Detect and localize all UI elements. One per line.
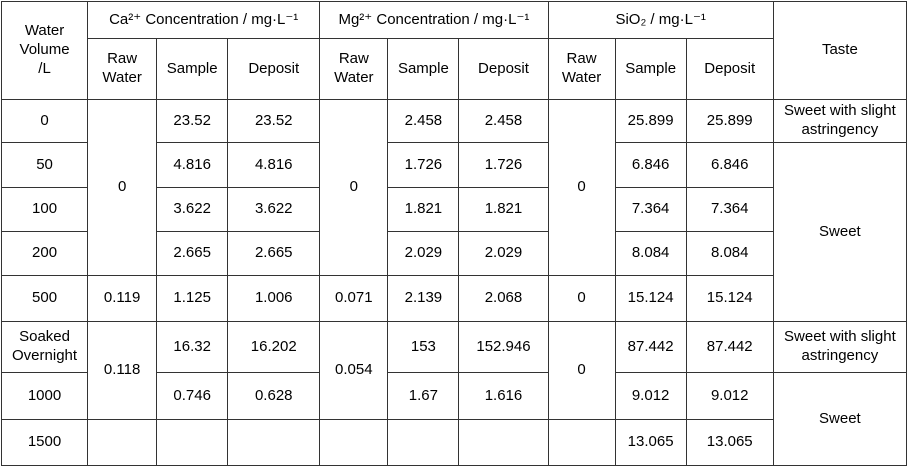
header-taste: Taste [772,1,908,100]
cell-soaked-ca-sample: 16.32 [156,321,229,373]
cell-v500-ca-deposit: 1.006 [227,275,321,322]
cell-v0-mg-deposit: 2.458 [458,99,549,143]
cell-v200-mg-deposit: 2.029 [458,231,549,276]
cell-v100-ca-deposit: 3.622 [227,187,321,232]
cell-v0-sio2-raw: 0 [547,99,616,276]
cell-v1500-sio2-sample: 13.065 [614,419,687,466]
cell-v0-mg-raw: 0 [319,99,389,276]
cell-v0-sio2-sample: 25.899 [614,99,687,143]
cell-v1000-mg-sample: 1.67 [387,372,460,420]
cell-v1000-ca-sample: 0.746 [156,372,229,420]
cell-v1500-ca-sample-empty [156,419,229,466]
cell-soaked-sio2-deposit: 87.442 [685,321,774,373]
cell-v1500-mg-raw-empty [319,419,389,466]
cell-soaked-volume: Soaked Overnight [0,321,89,373]
cell-v0-taste: Sweet with slight astringency [772,99,908,143]
cell-soaked-sio2-sample: 87.442 [614,321,687,373]
cell-v200-mg-sample: 2.029 [387,231,460,276]
cell-v1000-sio2-deposit: 9.012 [685,372,774,420]
cell-soaked-mg-deposit: 152.946 [458,321,549,373]
cell-v100-mg-sample: 1.821 [387,187,460,232]
header-mg-deposit: Deposit [458,38,549,100]
cell-v500-sio2-sample: 15.124 [614,275,687,322]
cell-v50-sio2-deposit: 6.846 [685,142,774,188]
header-mg-sample: Sample [387,38,460,100]
header-sio2-deposit: Deposit [685,38,774,100]
cell-v200-ca-deposit: 2.665 [227,231,321,276]
cell-v500-ca-sample: 1.125 [156,275,229,322]
header-ca-deposit: Deposit [227,38,321,100]
cell-v50-ca-sample: 4.816 [156,142,229,188]
cell-v200-sio2-sample: 8.084 [614,231,687,276]
header-ca-sample: Sample [156,38,229,100]
table-row: 50 4.816 4.816 1.726 1.726 6.846 6.846 S… [0,142,908,322]
cell-v100-mg-deposit: 1.821 [458,187,549,232]
cell-v50-volume: 50 [0,142,89,188]
header-mg-concentration: Mg²⁺ Concentration / mg·L⁻¹ [319,1,549,39]
cell-v0-ca-raw: 0 [87,99,158,276]
cell-v0-ca-sample: 23.52 [156,99,229,143]
table-row: 0 0 23.52 23.52 0 2.458 2.458 0 25.899 2… [0,99,908,276]
cell-soaked-mg-raw: 0.054 [319,321,389,420]
cell-v1000-volume: 1000 [0,372,89,420]
cell-v100-ca-sample: 3.622 [156,187,229,232]
cell-soaked-taste: Sweet with slight astringency [772,321,908,373]
cell-v500-ca-raw: 0.119 [87,275,158,322]
cell-v1500-mg-sample-empty [387,419,460,466]
cell-soaked-sio2-raw: 0 [547,321,616,420]
water-quality-table: Water Volume /L Ca²⁺ Concentration / mg·… [0,1,908,466]
header-sio2-raw-water: Raw Water [547,38,616,100]
cell-v0-volume: 0 [0,99,89,143]
header-ca-concentration: Ca²⁺ Concentration / mg·L⁻¹ [87,1,321,39]
table-row: 1500 13.065 13.065 [0,419,907,466]
cell-v500-sio2-deposit: 15.124 [685,275,774,322]
cell-v0-sio2-deposit: 25.899 [685,99,774,143]
header-sio2: SiO₂ / mg·L⁻¹ [547,1,774,39]
cell-soaked-mg-sample: 153 [387,321,460,373]
table-row: 500 0.119 1.125 1.006 0.071 2.139 2.068 … [0,275,907,322]
cell-v50-mg-deposit: 1.726 [458,142,549,188]
cell-v1500-ca-deposit-empty [227,419,321,466]
cell-v200-ca-sample: 2.665 [156,231,229,276]
table-row: 100 3.622 3.622 1.821 1.821 7.364 7.364 [0,187,907,232]
table-row: 1000 0.746 0.628 1.67 1.616 9.012 9.012 … [0,372,908,466]
table-row: 200 2.665 2.665 2.029 2.029 8.084 8.084 [0,231,907,276]
cell-v100-sio2-sample: 7.364 [614,187,687,232]
header-water-volume: Water Volume /L [0,1,89,100]
header-ca-raw-water: Raw Water [87,38,158,100]
table-row: Soaked Overnight 0.118 16.32 16.202 0.05… [0,321,908,420]
cell-v500-mg-raw: 0.071 [319,275,389,322]
cell-soaked-ca-deposit: 16.202 [227,321,321,373]
cell-v500-mg-sample: 2.139 [387,275,460,322]
cell-v500-volume: 500 [0,275,89,322]
cell-v1000-taste: Sweet [772,372,908,466]
cell-v1000-ca-deposit: 0.628 [227,372,321,420]
cell-v200-sio2-deposit: 8.084 [685,231,774,276]
cell-v200-volume: 200 [0,231,89,276]
cell-v0-ca-deposit: 23.52 [227,99,321,143]
cell-v1500-sio2-raw-empty [547,419,616,466]
cell-v1500-sio2-deposit: 13.065 [685,419,774,466]
cell-v0-mg-sample: 2.458 [387,99,460,143]
cell-v500-sio2-raw: 0 [547,275,616,322]
cell-v100-sio2-deposit: 7.364 [685,187,774,232]
header-mg-raw-water: Raw Water [319,38,389,100]
header-sio2-sample: Sample [614,38,687,100]
cell-v50-ca-deposit: 4.816 [227,142,321,188]
cell-soaked-ca-raw: 0.118 [87,321,158,420]
cell-v1500-mg-deposit-empty [458,419,549,466]
cell-v1500-ca-raw-empty [87,419,158,466]
cell-v50-taste: Sweet [772,142,908,322]
cell-v1000-mg-deposit: 1.616 [458,372,549,420]
cell-v100-volume: 100 [0,187,89,232]
cell-v500-mg-deposit: 2.068 [458,275,549,322]
cell-v50-mg-sample: 1.726 [387,142,460,188]
cell-v1000-sio2-sample: 9.012 [614,372,687,420]
cell-v50-sio2-sample: 6.846 [614,142,687,188]
cell-v1500-volume: 1500 [0,419,89,466]
